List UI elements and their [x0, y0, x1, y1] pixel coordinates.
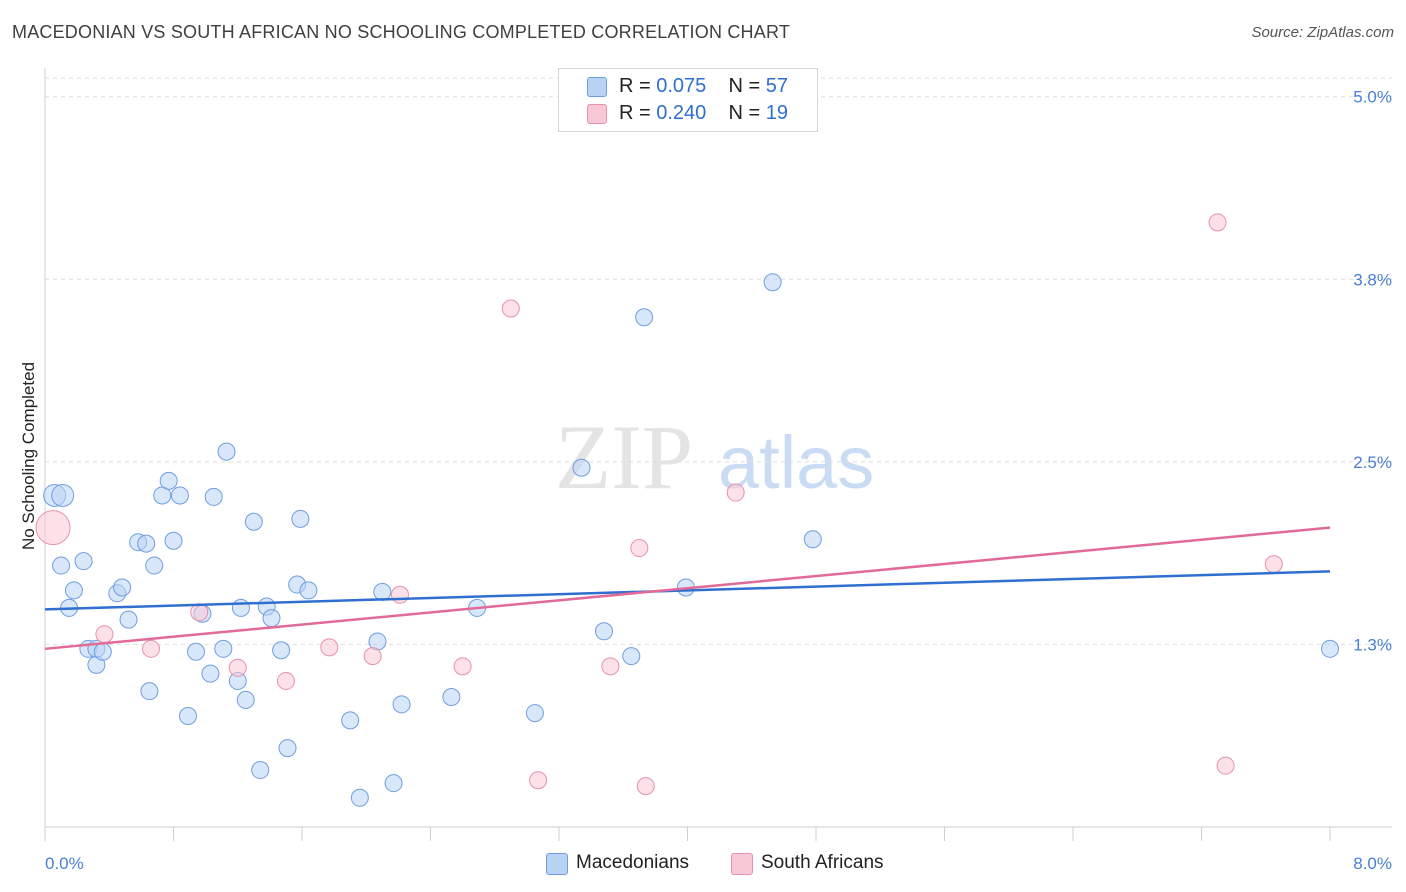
legend-swatch-blue [587, 77, 607, 97]
south-africans-point [276, 671, 295, 690]
macedonians-points [43, 273, 1339, 807]
south-africans-point [228, 658, 247, 677]
south-africans-point [601, 657, 620, 676]
macedonians-point [278, 739, 297, 758]
x-tick-label-min: 0.0% [45, 854, 84, 873]
legend-swatch-pink [587, 104, 607, 124]
macedonians-point [164, 531, 183, 550]
south-africans-point [453, 657, 472, 676]
south-africans-point [1208, 213, 1227, 232]
macedonians-point [93, 642, 112, 661]
south-africans-point [529, 771, 548, 790]
zipatlas-watermark: ZIP atlas [555, 406, 874, 508]
legend-r-label: R = [619, 75, 651, 97]
trend-lines [44, 526, 1331, 651]
y-tick-label: 5.0% [1353, 88, 1392, 107]
legend-n-label: N = [728, 75, 761, 97]
macedonians-point [186, 642, 205, 661]
macedonians-point [622, 647, 641, 666]
macedonians-point [178, 706, 197, 725]
legend-n-value: 19 [765, 102, 789, 124]
south-africans-point [35, 510, 71, 546]
bottom-legend-swatch-blue [546, 853, 568, 875]
macedonians-point [341, 711, 360, 730]
legend-r-label: R = [619, 102, 651, 124]
south-africans-point [636, 777, 655, 796]
macedonians-point [299, 581, 318, 600]
source-credit: Source: ZipAtlas.com [1251, 24, 1394, 41]
macedonians-point [442, 688, 461, 707]
axes [44, 68, 1392, 841]
macedonians-point [572, 458, 591, 477]
macedonians-point [64, 581, 83, 600]
macedonians-point [251, 761, 270, 780]
south-africans-trend-line [44, 526, 1331, 651]
macedonians-point [201, 664, 220, 683]
correlation-legend: R = 0.075 N = 57 R = 0.240 N = 19 [558, 68, 818, 132]
y-tick-label: 2.5% [1353, 453, 1392, 472]
macedonians-point [236, 690, 255, 709]
macedonians-point [137, 534, 156, 553]
south-africans-point [95, 625, 114, 644]
y-tick-label: 1.3% [1353, 635, 1392, 654]
y-axis-label: No Schooling Completed [19, 362, 38, 550]
south-africans-point [320, 638, 339, 657]
macedonians-point [231, 598, 250, 617]
macedonians-point [145, 556, 164, 575]
south-africans-points [35, 213, 1283, 796]
macedonians-point [763, 273, 782, 292]
south-africans-point [190, 603, 209, 622]
tick-labels: 1.3% 2.5% 3.8% 5.0% 0.0% 8.0% [45, 88, 1392, 873]
macedonians-point [74, 552, 93, 571]
macedonians-point [204, 487, 223, 506]
macedonians-point [52, 556, 71, 575]
legend-n-label: N = [728, 102, 761, 124]
macedonians-point [244, 512, 263, 531]
macedonians-point [140, 682, 159, 701]
legend-r-value: 0.240 [656, 102, 707, 124]
macedonians-point [384, 774, 403, 793]
south-africans-point [726, 483, 745, 502]
south-africans-point [390, 585, 409, 604]
bottom-legend-label: South Africans [761, 852, 884, 873]
macedonians-point [170, 486, 189, 505]
macedonians-point [635, 308, 654, 327]
chart-title: MACEDONIAN VS SOUTH AFRICAN NO SCHOOLING… [12, 22, 791, 42]
macedonians-point [291, 509, 310, 528]
macedonians-point [51, 483, 75, 507]
south-africans-point [363, 647, 382, 666]
south-africans-point [630, 539, 649, 558]
macedonians-point [373, 582, 392, 601]
south-africans-point [1264, 555, 1283, 574]
grid-lines [45, 77, 1392, 645]
south-africans-point [501, 299, 520, 318]
macedonians-point [803, 530, 822, 549]
legend-n-value: 57 [765, 75, 789, 97]
macedonians-point [119, 610, 138, 629]
macedonians-point [214, 639, 233, 658]
legend-r-value: 0.075 [656, 75, 707, 97]
macedonians-point [392, 695, 411, 714]
x-tick-label-max: 8.0% [1353, 854, 1392, 873]
macedonians-point [594, 622, 613, 641]
y-tick-label: 3.8% [1353, 270, 1392, 289]
macedonians-point [159, 471, 178, 490]
macedonians-point [525, 704, 544, 723]
south-africans-point [1216, 756, 1235, 775]
macedonians-trend-line [44, 570, 1331, 611]
macedonians-point [217, 442, 236, 461]
macedonians-point [1321, 639, 1339, 658]
bottom-legend-swatch-pink [731, 853, 753, 875]
macedonians-point [350, 788, 369, 807]
macedonians-point [262, 609, 281, 628]
macedonians-point [113, 578, 132, 597]
bottom-legend-label: Macedonians [576, 852, 690, 873]
macedonians-point [272, 641, 291, 660]
watermark-zip: ZIP [555, 406, 693, 508]
south-africans-point [142, 639, 161, 658]
